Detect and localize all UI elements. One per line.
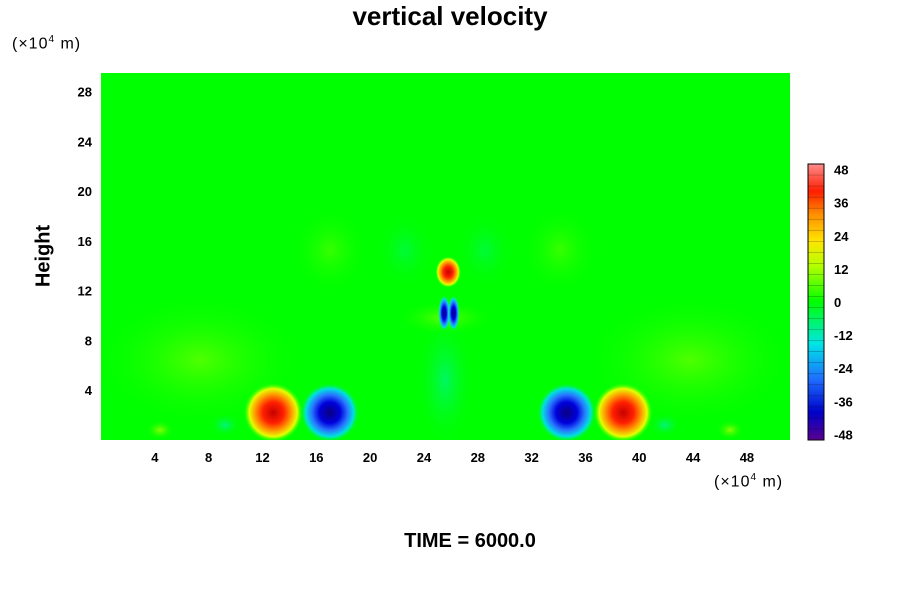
x-tick-label: 24 [417, 450, 432, 465]
time-label: TIME = 6000.0 [404, 530, 536, 552]
updraft-center-top [435, 256, 462, 289]
colorbar-tick-label: 24 [834, 229, 849, 244]
x-tick-label: 32 [524, 450, 538, 465]
colorbar-tick-label: 0 [834, 295, 841, 310]
downdraft-left [299, 382, 360, 440]
colorbar-tick-label: 48 [834, 163, 848, 178]
colorbar-tick-label: -12 [834, 328, 853, 343]
x-tick-label: 20 [363, 450, 377, 465]
colorbar-tick-label: -48 [834, 427, 853, 442]
downdraft-center-a [438, 295, 451, 332]
y-tick-label: 28 [78, 85, 92, 100]
colorbar-tick-label: 12 [834, 262, 848, 277]
x-tick-label: 16 [309, 450, 323, 465]
y-axis-ticks: 4 8 12 16 20 24 28 [78, 85, 93, 399]
y-axis-units: (×104 m) [12, 34, 82, 53]
updraft-left [243, 382, 304, 440]
x-tick-label: 12 [255, 450, 269, 465]
y-tick-label: 20 [78, 184, 92, 199]
downdraft-center-b [447, 295, 460, 332]
y-tick-label: 4 [85, 383, 93, 398]
x-tick-label: 28 [471, 450, 485, 465]
y-tick-label: 8 [85, 333, 92, 348]
y-tick-label: 12 [78, 284, 92, 299]
x-tick-label: 48 [740, 450, 754, 465]
x-tick-label: 44 [686, 450, 701, 465]
x-axis-units: (×104 m) [714, 472, 784, 491]
x-tick-label: 8 [205, 450, 212, 465]
x-tick-label: 36 [578, 450, 592, 465]
y-tick-label: 16 [78, 234, 92, 249]
colorbar [807, 163, 825, 441]
colorbar-ticks: 48 36 24 12 0 -12 -24 -36 -48 [808, 163, 854, 442]
y-tick-label: 24 [78, 134, 93, 149]
chart-title: vertical velocity [352, 1, 548, 31]
x-tick-label: 40 [632, 450, 646, 465]
updraft-right [593, 382, 654, 440]
x-axis-ticks: 4 8 12 16 20 24 28 32 36 40 44 48 [151, 450, 754, 465]
colorbar-tick-label: 36 [834, 196, 848, 211]
colorbar-tick-label: -24 [834, 361, 854, 376]
colorbar-tick-label: -36 [834, 394, 853, 409]
downdraft-right [536, 382, 597, 440]
field-features [101, 205, 790, 440]
x-tick-label: 4 [151, 450, 159, 465]
